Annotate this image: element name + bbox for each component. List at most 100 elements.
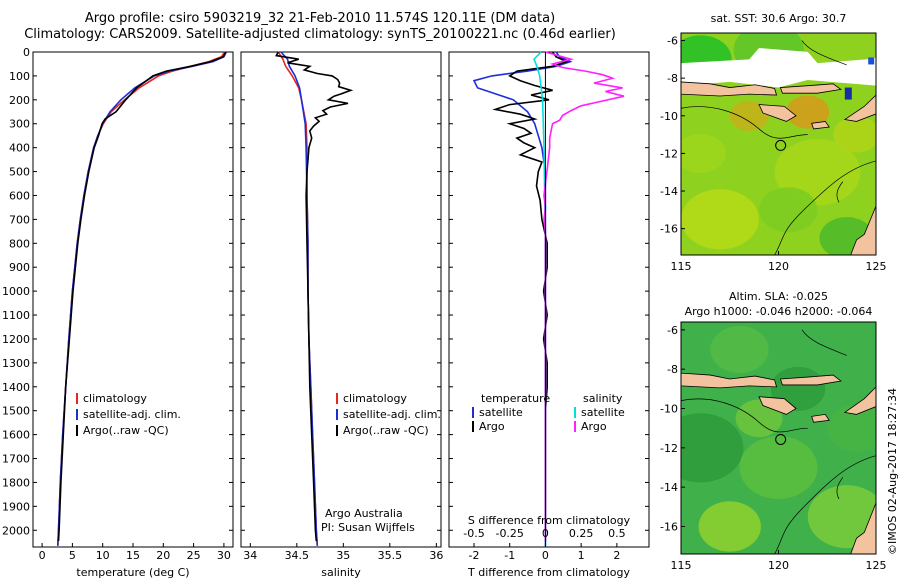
x-tick-label: 34.5 bbox=[285, 549, 310, 562]
land-island bbox=[850, 502, 876, 554]
series-line-satellite-adj-clim- bbox=[280, 51, 319, 546]
x-tick-label: 30 bbox=[217, 549, 231, 562]
legend-label: Argo bbox=[479, 420, 505, 433]
s-tick-label: -0.5 bbox=[463, 527, 484, 540]
legend-label: Argo(..raw -QC) bbox=[343, 424, 429, 437]
map-patch bbox=[833, 116, 876, 153]
map-y-tick-label: -8 bbox=[667, 363, 678, 376]
y-tick-label: 0 bbox=[23, 46, 30, 59]
x-axis-label: temperature (deg C) bbox=[76, 566, 189, 579]
y-tick-label: 1000 bbox=[2, 285, 30, 298]
y-tick-label: 1400 bbox=[2, 381, 30, 394]
map-y-tick-label: -14 bbox=[660, 185, 678, 198]
map-patch bbox=[786, 95, 830, 129]
x-tick-label: 36 bbox=[429, 549, 443, 562]
map-x-tick-label: 115 bbox=[671, 260, 692, 273]
header-line-2: Climatology: CARS2009. Satellite-adjuste… bbox=[24, 27, 616, 42]
y-tick-label: 200 bbox=[9, 94, 30, 107]
map-patch bbox=[681, 413, 744, 483]
credit-text: ©IMOS 02-Aug-2017 18:27:34 bbox=[886, 388, 899, 555]
map-patch bbox=[739, 436, 818, 499]
x-axis-label: T difference from climatology bbox=[467, 566, 630, 579]
land-island bbox=[843, 386, 876, 415]
map-x-tick-label: 125 bbox=[866, 559, 887, 572]
series-line-argo-raw-qc- bbox=[275, 51, 354, 542]
map-y-tick-label: -14 bbox=[660, 481, 678, 494]
bathymetry-contour bbox=[774, 455, 876, 554]
s-tick-label: -0.25 bbox=[495, 527, 523, 540]
s-tick-label: 0 bbox=[542, 527, 549, 540]
x-tick-label: 35.5 bbox=[378, 549, 403, 562]
legend-label: satellite bbox=[581, 406, 625, 419]
map-patch bbox=[698, 501, 761, 552]
y-tick-label: 900 bbox=[9, 261, 30, 274]
map-patch bbox=[807, 485, 876, 549]
x-axis-label: salinity bbox=[321, 566, 361, 579]
map-patch bbox=[681, 189, 759, 250]
s-tick-label: 0.5 bbox=[608, 527, 626, 540]
map-y-tick-label: -12 bbox=[660, 442, 678, 455]
pi-label: PI: Susan Wijffels bbox=[321, 521, 415, 534]
legend-label: Argo bbox=[581, 420, 607, 433]
map-subtitle: Argo h1000: -0.046 h2000: -0.064 bbox=[685, 305, 873, 318]
cloud-mask bbox=[681, 48, 876, 88]
map-y-tick-label: -12 bbox=[660, 147, 678, 160]
land-island bbox=[779, 83, 842, 94]
map-y-tick-label: -16 bbox=[660, 520, 678, 533]
map-y-tick-label: -16 bbox=[660, 223, 678, 236]
land-island bbox=[811, 413, 830, 423]
y-tick-label: 1600 bbox=[2, 429, 30, 442]
legend-label: satellite-adj. clim. bbox=[83, 408, 181, 421]
map-patch bbox=[827, 404, 876, 452]
map-patch bbox=[759, 187, 818, 233]
map-patch bbox=[710, 325, 769, 374]
bathymetry-contour bbox=[681, 398, 808, 433]
y-tick-label: 1900 bbox=[2, 500, 30, 513]
land-island bbox=[681, 372, 778, 389]
bathymetry-contour bbox=[801, 329, 847, 356]
y-tick-label: 500 bbox=[9, 166, 30, 179]
profile-location-marker bbox=[775, 433, 787, 445]
legend-title: salinity bbox=[583, 392, 623, 405]
x-tick-label: 20 bbox=[156, 549, 170, 562]
s-tick-label: 0.25 bbox=[569, 527, 594, 540]
operator-label: Argo Australia bbox=[325, 507, 403, 520]
y-tick-label: 1300 bbox=[2, 357, 30, 370]
plot-frame-temperature bbox=[32, 51, 234, 548]
map-pixel bbox=[844, 87, 852, 100]
y-tick-label: 100 bbox=[9, 70, 30, 83]
y-tick-label: 1100 bbox=[2, 309, 30, 322]
legend-label: Argo(..raw -QC) bbox=[83, 424, 169, 437]
x-tick-label: 2 bbox=[613, 549, 620, 562]
header-line-1: Argo profile: csiro 5903219_32 21-Feb-20… bbox=[84, 11, 556, 26]
land-island bbox=[843, 94, 876, 122]
y-tick-label: 1500 bbox=[2, 405, 30, 418]
y-tick-label: 300 bbox=[9, 118, 30, 131]
y-tick-label: 800 bbox=[9, 237, 30, 250]
land-island bbox=[758, 396, 797, 415]
map-x-tick-label: 120 bbox=[768, 559, 789, 572]
land-island bbox=[681, 81, 778, 97]
legend-label: satellite bbox=[479, 406, 523, 419]
legend-title: temperature bbox=[481, 392, 550, 405]
x-tick-label: 25 bbox=[187, 549, 201, 562]
land-island bbox=[779, 374, 842, 386]
s-axis-label: S difference from climatology bbox=[468, 514, 631, 527]
y-tick-label: 1700 bbox=[2, 453, 30, 466]
x-tick-label: 0 bbox=[542, 549, 549, 562]
land-island bbox=[811, 120, 830, 130]
x-tick-label: 1 bbox=[578, 549, 585, 562]
x-tick-label: 35 bbox=[336, 549, 350, 562]
y-tick-label: 600 bbox=[9, 189, 30, 202]
y-tick-label: 400 bbox=[9, 142, 30, 155]
map-title: Altim. SLA: -0.025 bbox=[729, 290, 828, 303]
legend-label: climatology bbox=[83, 392, 147, 405]
profile-location-marker bbox=[775, 139, 787, 151]
land-island bbox=[850, 205, 876, 255]
bathymetry-contour bbox=[681, 106, 808, 139]
y-tick-label: 1200 bbox=[2, 333, 30, 346]
series-line-argo-raw-qc- bbox=[57, 51, 227, 542]
y-tick-label: 1800 bbox=[2, 476, 30, 489]
bathymetry-contour bbox=[836, 181, 844, 203]
map-sla_map bbox=[681, 322, 876, 554]
